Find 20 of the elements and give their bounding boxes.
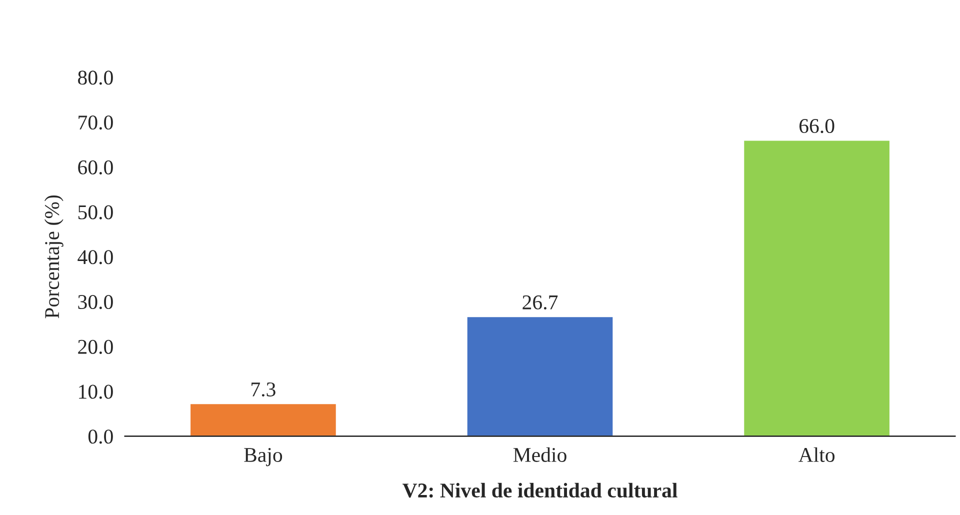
- x-tick-label: Alto: [798, 447, 835, 462]
- bar: [189, 402, 338, 436]
- bar: [742, 139, 891, 436]
- data-label: 66.0: [799, 119, 834, 134]
- data-label: 26.7: [522, 295, 558, 310]
- bar: [466, 316, 614, 436]
- y-axis-title: Porcentaje (%): [44, 195, 64, 318]
- x-tick-label: Medio: [513, 447, 566, 462]
- y-tick-label: 70.0: [78, 115, 113, 130]
- y-tick-label: 80.0: [78, 70, 113, 85]
- data-label: 7.3: [252, 382, 276, 397]
- y-tick-label: 10.0: [79, 384, 113, 399]
- y-tick-label: 0.0: [88, 430, 113, 444]
- y-tick-label: 40.0: [78, 250, 113, 264]
- y-tick-label: 20.0: [78, 340, 113, 354]
- y-tick-label: 60.0: [78, 160, 113, 175]
- y-tick-label: 30.0: [78, 294, 113, 310]
- x-tick-label: Bajo: [244, 448, 282, 466]
- x-axis-title: V2: Nivel de identidad cultural: [402, 482, 678, 498]
- y-tick-label: 50.0: [78, 205, 113, 220]
